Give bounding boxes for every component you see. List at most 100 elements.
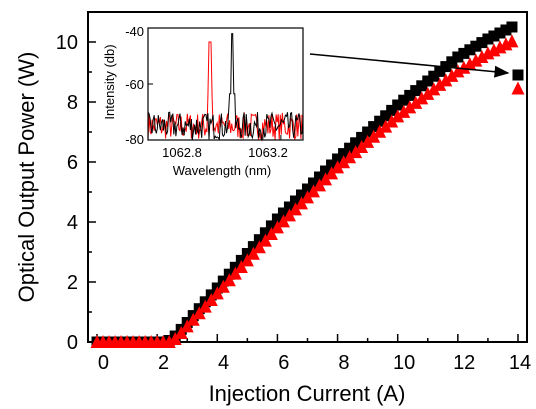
data-point-triangle <box>415 91 429 105</box>
data-point-square <box>458 47 470 59</box>
data-point-square <box>283 201 295 213</box>
data-point-square <box>259 227 271 239</box>
data-point-triangle <box>457 60 471 74</box>
data-point-triangle <box>379 119 393 133</box>
data-point-square <box>247 241 259 253</box>
data-point-triangle <box>204 293 218 306</box>
data-point-triangle <box>469 53 483 67</box>
data-point-triangle <box>349 145 363 159</box>
data-point-square <box>506 21 518 33</box>
data-point-triangle <box>463 57 477 71</box>
data-point-square <box>265 220 277 232</box>
data-point-square <box>488 30 500 42</box>
data-point-triangle <box>433 77 447 91</box>
data-point-square <box>277 207 289 219</box>
data-point-triangle <box>505 34 519 48</box>
data-point-triangle <box>240 253 254 267</box>
data-point-square <box>314 171 326 183</box>
inset-y-axis-title: Intensity (db) <box>102 44 117 119</box>
data-point-square <box>386 104 398 116</box>
inset-spectrum-trace <box>147 33 304 141</box>
y-tick-label: 10 <box>56 32 78 54</box>
x-tick-label: 0 <box>98 352 109 374</box>
data-point-triangle <box>397 104 411 118</box>
data-point-triangle <box>367 129 381 143</box>
data-point-triangle <box>186 312 200 326</box>
data-point-square <box>289 195 301 207</box>
data-point-square <box>464 44 476 56</box>
data-point-square <box>332 153 344 165</box>
data-point-triangle <box>439 73 453 87</box>
x-axis-title: Injection Current (A) <box>209 381 406 406</box>
series-red-triangles <box>90 34 525 348</box>
x-tick-label: 2 <box>158 352 169 374</box>
inset-x-tick-label: 1063.2 <box>248 145 288 160</box>
y-tick-label: 2 <box>67 272 78 294</box>
data-point-square <box>452 51 464 63</box>
data-point-square <box>410 85 422 97</box>
data-point-triangle <box>198 299 212 313</box>
x-tick-labels: 0 2 4 6 8 10 12 14 <box>98 352 531 374</box>
data-point-square <box>428 70 440 82</box>
data-point-triangle <box>403 100 417 114</box>
data-point-triangle <box>234 260 248 273</box>
y-tick-label: 0 <box>67 332 78 354</box>
inset-traces <box>147 33 304 142</box>
inset-x-axis-title: Wavelength (nm) <box>173 163 272 178</box>
data-point-triangle <box>192 306 206 320</box>
data-point-triangle <box>373 124 387 138</box>
data-point-square <box>404 89 416 101</box>
y-tick-labels: 0 2 4 6 8 10 <box>56 32 78 354</box>
data-point-square <box>295 189 307 201</box>
y-tick-label: 4 <box>67 212 78 234</box>
data-point-triangle <box>264 227 278 240</box>
data-point-square <box>416 80 428 92</box>
data-point-square <box>362 126 374 138</box>
y-tick-label: 8 <box>67 92 78 114</box>
inset-spectrum: -40 -60 -80 1062.8 1063.2 Wavelength (nm… <box>102 24 304 178</box>
data-point-triangle <box>451 64 465 78</box>
data-point-triangle <box>228 266 242 280</box>
data-point-triangle <box>475 50 489 63</box>
data-point-square <box>344 142 356 154</box>
data-point-square <box>326 159 338 171</box>
data-point-square <box>271 213 283 225</box>
y-axis-title: Optical Output Power (W) <box>14 52 39 303</box>
data-point-square <box>446 56 458 68</box>
data-point-square <box>338 148 350 160</box>
data-point-square <box>368 121 380 133</box>
data-point-triangle <box>421 86 435 100</box>
y-tick-label: 6 <box>67 152 78 174</box>
data-point-triangle <box>445 68 459 82</box>
x-tick-label: 14 <box>509 352 531 374</box>
data-point-triangle <box>210 286 224 300</box>
data-point-triangle <box>246 246 260 260</box>
data-point-square <box>320 165 332 177</box>
data-point-triangle <box>222 273 236 287</box>
inset-x-tick-label: 1062.8 <box>162 145 202 160</box>
data-point-square <box>476 37 488 49</box>
data-point-square <box>302 183 313 195</box>
data-point-square <box>392 99 404 111</box>
data-point-triangle <box>511 81 525 95</box>
data-point-triangle <box>355 140 369 153</box>
inset-y-tick-label: -60 <box>125 77 144 92</box>
data-point-square <box>434 65 446 77</box>
inset-ticks <box>148 27 282 141</box>
data-point-square <box>482 33 494 45</box>
data-point-square <box>422 75 434 87</box>
data-point-square <box>374 115 386 127</box>
inset-y-tick-label: -40 <box>125 24 144 39</box>
x-tick-label: 12 <box>453 352 475 374</box>
data-point-triangle <box>216 279 230 293</box>
data-point-triangle <box>343 150 357 164</box>
x-tick-label: 4 <box>218 352 229 374</box>
data-point-square <box>350 137 362 149</box>
x-tick-label: 8 <box>338 352 349 374</box>
data-point-triangle <box>361 134 375 148</box>
data-point-triangle <box>258 233 272 247</box>
data-point-triangle <box>337 155 351 169</box>
inset-y-tick-label: -80 <box>125 132 144 147</box>
data-point-square <box>470 40 482 52</box>
